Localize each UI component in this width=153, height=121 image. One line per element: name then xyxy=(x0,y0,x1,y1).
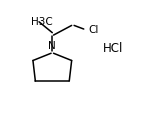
Text: Cl: Cl xyxy=(89,25,99,35)
Text: HCl: HCl xyxy=(103,42,123,55)
Text: N: N xyxy=(49,41,56,51)
Text: H3C: H3C xyxy=(30,17,52,27)
